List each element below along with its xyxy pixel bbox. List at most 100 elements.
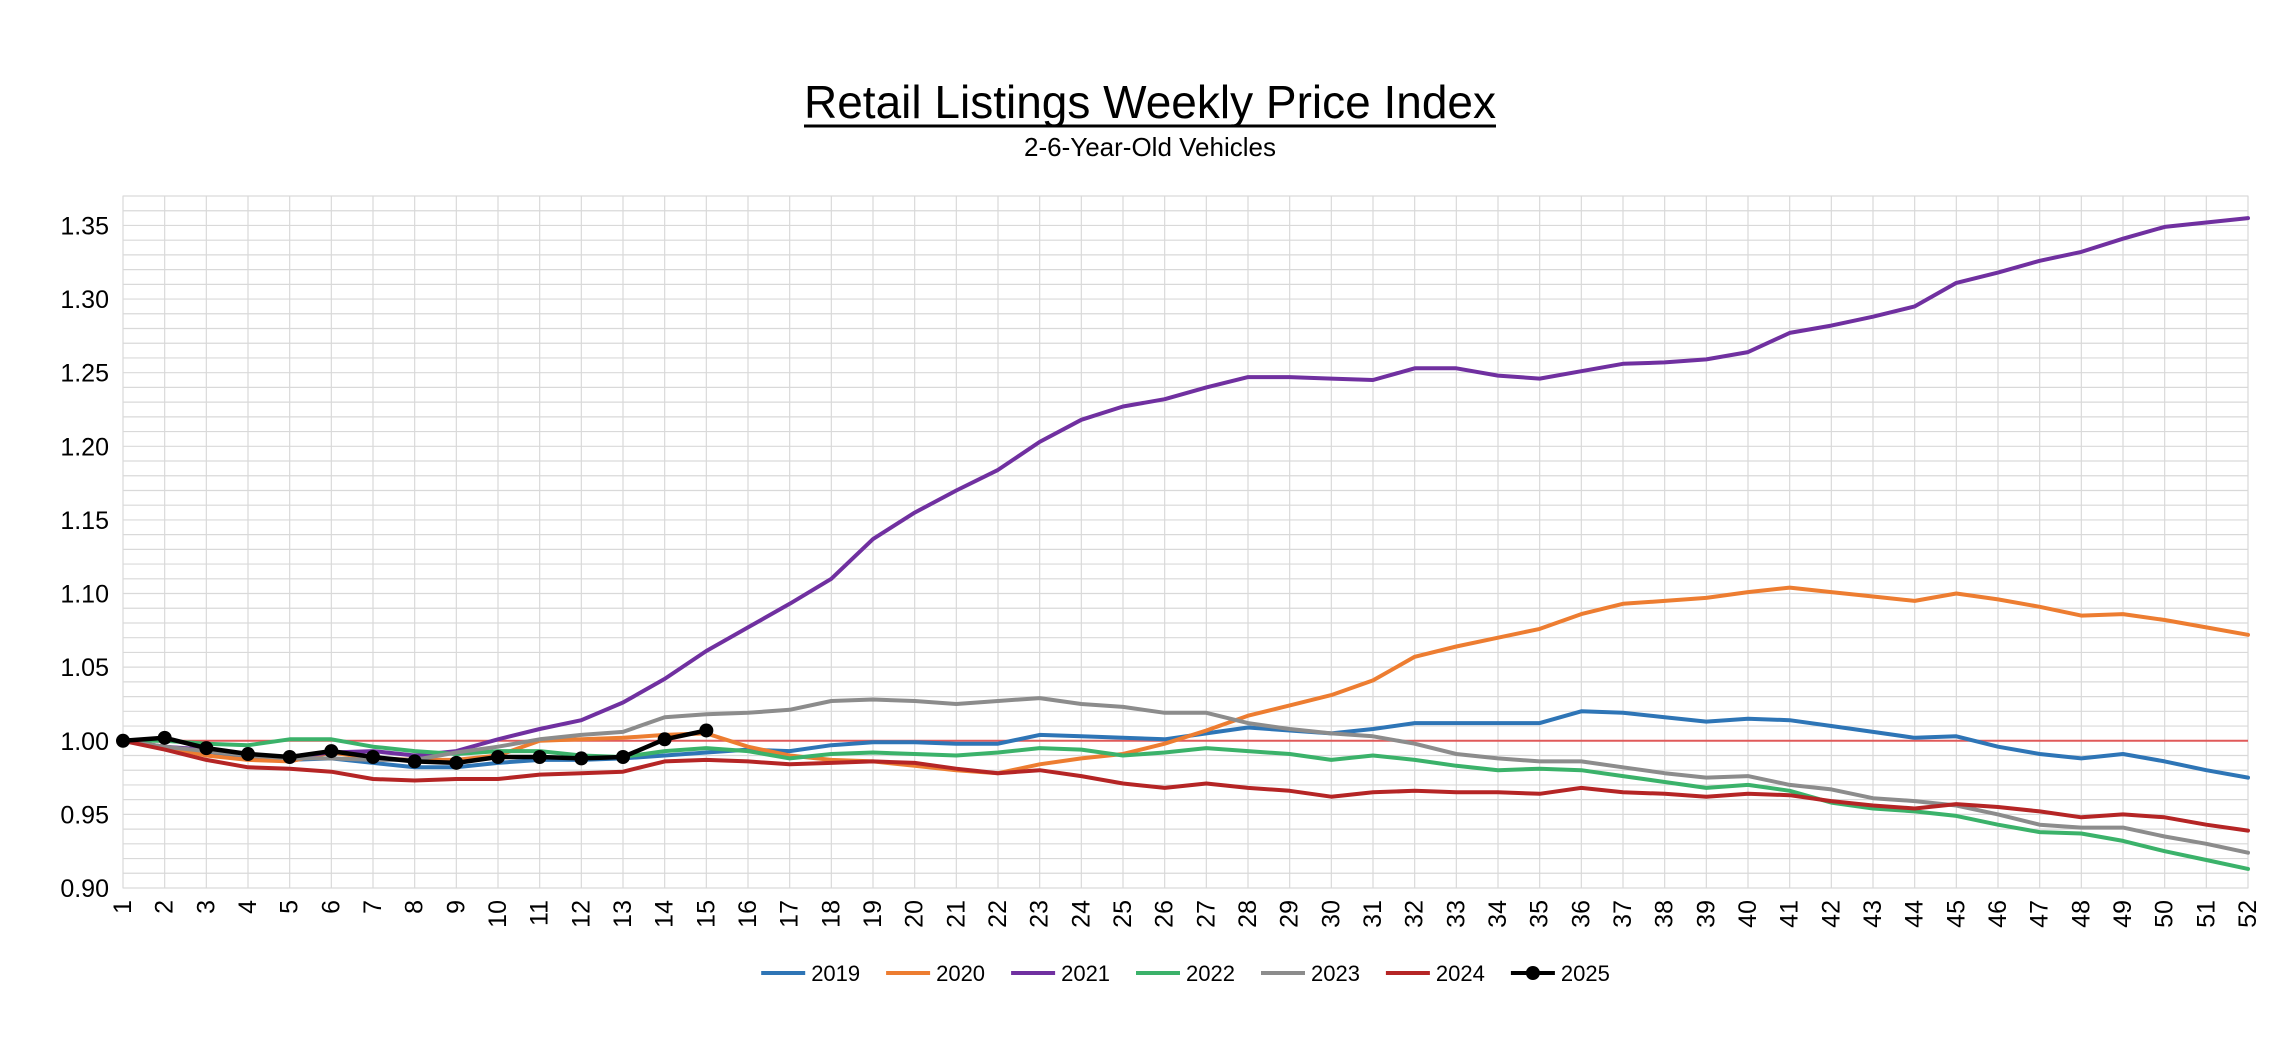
x-tick-label: 19: [859, 900, 887, 928]
x-tick-label: 34: [1484, 900, 1512, 928]
x-tick-label: 29: [1276, 900, 1304, 928]
legend-item-2023: 2023: [1261, 961, 1360, 986]
legend-label: 2023: [1311, 961, 1360, 986]
x-tick-label: 39: [1692, 900, 1720, 928]
legend-marker: [1525, 966, 1540, 980]
x-tick-label: 22: [984, 900, 1012, 928]
data-point-2025: [449, 755, 464, 770]
x-axis: 1 2 3 4 5 6 7 8 9 10 11 12 13 14 15 16 17 18 19 20 21 22 23 24 2…: [109, 900, 2262, 928]
x-tick-label: 35: [1526, 900, 1554, 928]
legend-item-2024: 2024: [1385, 961, 1485, 986]
x-tick-label: 36: [1567, 900, 1595, 928]
chart-title: Retail Listings Weekly Price Index: [804, 76, 1496, 128]
x-tick-label: 30: [1317, 900, 1345, 928]
legend-item-2022: 2022: [1136, 961, 1235, 986]
x-tick-label: 6: [317, 900, 345, 914]
data-point-2025: [532, 749, 547, 764]
x-tick-label: 10: [484, 900, 512, 928]
x-tick-label: 12: [567, 900, 595, 928]
x-tick-label: 9: [442, 900, 470, 914]
data-point-2025: [407, 754, 422, 769]
x-tick-label: 2: [151, 900, 179, 914]
y-tick-label: 0.90: [60, 875, 109, 903]
legend-item-2021: 2021: [1011, 961, 1110, 986]
data-point-2025: [699, 723, 714, 738]
x-tick-label: 46: [1984, 900, 2012, 928]
series-line-2023: [121, 696, 2250, 855]
data-point-2025: [574, 751, 589, 766]
legend-label: 2025: [1561, 961, 1610, 986]
x-tick-label: 5: [276, 900, 304, 914]
x-tick-label: 45: [1942, 900, 1970, 928]
series-line-2022: [121, 737, 2250, 871]
x-tick-label: 11: [526, 900, 554, 926]
x-tick-label: 52: [2234, 900, 2262, 928]
legend: 2019 2020 2021 2022 2023 2024 2025: [761, 961, 1610, 986]
x-tick-label: 1: [109, 900, 137, 914]
x-tick-label: 23: [1026, 900, 1054, 928]
y-tick-label: 1.05: [60, 654, 109, 682]
legend-label: 2019: [811, 961, 860, 986]
legend-label: 2020: [936, 961, 985, 986]
data-point-2025: [241, 747, 255, 762]
x-tick-label: 18: [817, 900, 845, 928]
y-tick-label: 0.95: [60, 801, 109, 829]
data-point-2025: [282, 749, 297, 764]
legend-item-2019: 2019: [761, 961, 860, 986]
x-tick-label: 51: [2192, 900, 2220, 928]
x-tick-label: 20: [901, 900, 929, 928]
series-line-2024: [121, 738, 2250, 833]
y-tick-label: 1.20: [60, 433, 109, 461]
gridlines: [122, 195, 2249, 889]
x-tick-label: 8: [401, 900, 429, 914]
data-point-2025: [116, 733, 130, 748]
y-tick-label: 1.10: [60, 581, 109, 609]
series-lines: [116, 216, 2250, 871]
x-tick-label: 15: [692, 900, 720, 928]
series-line-2021: [121, 216, 2250, 759]
data-point-2025: [199, 741, 214, 756]
data-point-2025: [324, 744, 339, 759]
x-tick-label: 21: [942, 900, 970, 928]
x-tick-label: 13: [609, 900, 637, 928]
legend-label: 2024: [1436, 961, 1485, 986]
data-point-2025: [366, 749, 380, 764]
x-tick-label: 27: [1192, 900, 1220, 928]
x-tick-label: 33: [1442, 900, 1470, 928]
x-tick-label: 28: [1234, 900, 1262, 928]
x-tick-label: 48: [2067, 900, 2095, 928]
data-point-2025: [157, 730, 172, 745]
y-axis: 0.90 0.95 1.00 1.05 1.10 1.15 1.20 1.25 1.30 1.35: [60, 212, 109, 903]
x-tick-label: 7: [359, 900, 387, 914]
legend-label: 2021: [1061, 961, 1110, 986]
x-tick-label: 16: [734, 900, 762, 928]
y-tick-label: 1.35: [60, 212, 109, 240]
x-tick-label: 50: [2151, 900, 2179, 928]
legend-label: 2022: [1186, 961, 1235, 986]
x-tick-label: 14: [651, 900, 679, 928]
x-tick-label: 43: [1859, 900, 1887, 928]
x-tick-label: 38: [1651, 900, 1679, 928]
legend-item-2025: 2025: [1510, 961, 1610, 986]
x-tick-label: 41: [1776, 900, 1804, 928]
data-point-2025: [657, 732, 672, 747]
y-tick-label: 1.00: [60, 728, 109, 756]
x-tick-label: 31: [1359, 900, 1387, 928]
x-tick-label: 26: [1151, 900, 1179, 928]
x-tick-label: 42: [1817, 900, 1845, 928]
x-tick-label: 4: [234, 900, 262, 914]
x-tick-label: 40: [1734, 900, 1762, 928]
legend-item-2020: 2020: [886, 961, 985, 986]
x-tick-label: 37: [1609, 900, 1637, 928]
x-tick-label: 3: [192, 900, 220, 914]
x-tick-label: 44: [1901, 900, 1929, 928]
data-point-2025: [616, 749, 630, 764]
x-tick-label: 32: [1401, 900, 1429, 928]
chart-subtitle: 2-6-Year-Old Vehicles: [1024, 132, 1276, 162]
x-tick-label: 24: [1067, 900, 1095, 928]
x-tick-label: 25: [1109, 900, 1137, 928]
y-tick-label: 1.15: [60, 507, 109, 535]
x-tick-label: 47: [2026, 900, 2054, 928]
x-tick-label: 49: [2109, 900, 2137, 928]
